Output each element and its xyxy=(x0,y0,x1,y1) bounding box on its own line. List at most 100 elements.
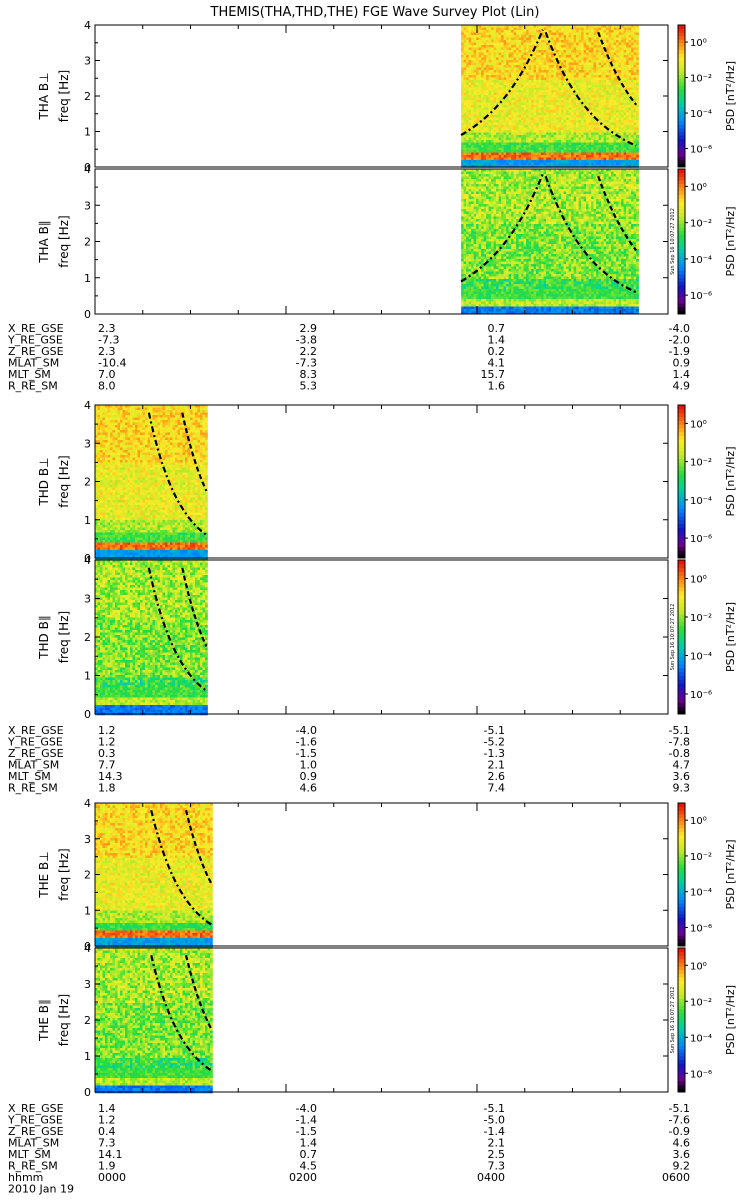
orbit-value: 7.4 xyxy=(488,782,506,795)
panel-label: THD B⊥ xyxy=(37,457,51,506)
generation-stamp: Sun Sep 16 10:07:27 2012 xyxy=(670,208,676,275)
freq-tick-label: 2 xyxy=(84,869,91,882)
orbit-value: 4.6 xyxy=(300,782,318,795)
colorbar: 10⁰ 10⁻² 10⁻⁴ 10⁻⁶ PSD [nT²/Hz] xyxy=(678,948,737,1093)
colorbar-tick-label: 10⁻⁴ xyxy=(690,109,712,120)
orbit-row-label: R_RE_SM xyxy=(8,782,58,795)
freq-axis-label: freq [Hz] xyxy=(57,70,71,122)
freq-axis-label: freq [Hz] xyxy=(57,994,71,1046)
colorbar-tick-label: 10⁻⁶ xyxy=(690,534,712,545)
colorbar-label: PSD [nT²/Hz] xyxy=(724,61,737,131)
freq-tick-label: 4 xyxy=(84,163,91,176)
colorbar-tick-label: 10⁻² xyxy=(690,852,712,863)
date-label: 2010 Jan 19 xyxy=(8,1183,74,1196)
freq-tick-label: 3 xyxy=(84,437,91,450)
colorbar-tick-label: 10⁻⁴ xyxy=(690,651,712,662)
freq-tick-label: 0 xyxy=(84,1086,91,1099)
time-tick-label: 0600 xyxy=(662,1171,690,1184)
time-tick-label: 0400 xyxy=(477,1171,505,1184)
freq-tick-label: 2 xyxy=(84,90,91,103)
colorbar: 10⁰ 10⁻² 10⁻⁴ 10⁻⁶ PSD [nT²/Hz] xyxy=(678,169,737,315)
freq-tick-label: 4 xyxy=(84,399,91,412)
panel-label: THE B∥ xyxy=(37,999,51,1042)
freq-tick-label: 1 xyxy=(84,670,91,683)
orbit-value: 9.3 xyxy=(673,782,691,795)
colorbar-tick-label: 10⁻⁶ xyxy=(690,145,712,156)
panel-label: THE B⊥ xyxy=(37,851,51,898)
colorbar-tick-label: 10⁻² xyxy=(690,997,712,1008)
colorbar-tick-label: 10⁻⁶ xyxy=(690,690,712,701)
orbit-value: 5.3 xyxy=(300,380,318,393)
freq-tick-label: 1 xyxy=(84,272,91,285)
freq-tick-label: 2 xyxy=(84,1014,91,1027)
colorbar-tick-label: 10⁰ xyxy=(690,574,707,585)
orbit-value: 1.8 xyxy=(98,782,116,795)
probe-group-the: 0 1 2 3 4 THE B⊥ freq [Hz] 10⁰ 10⁻² 10⁻⁴ 10⁻⁶ PSD [… xyxy=(7,797,737,1173)
colorbar-tick-label: 10⁻² xyxy=(690,219,712,230)
freq-tick-label: 2 xyxy=(84,476,91,489)
freq-tick-label: 0 xyxy=(84,708,91,721)
colorbar-tick-label: 10⁰ xyxy=(690,38,707,49)
colorbar-tick-label: 10⁻² xyxy=(690,74,712,85)
freq-tick-label: 1 xyxy=(84,126,91,139)
freq-tick-label: 3 xyxy=(84,55,91,68)
colorbar-tick-label: 10⁰ xyxy=(690,961,707,972)
freq-axis-label: freq [Hz] xyxy=(57,848,71,900)
colorbar-tick-label: 10⁰ xyxy=(690,816,707,827)
colorbar: 10⁰ 10⁻² 10⁻⁴ 10⁻⁶ PSD [nT²/Hz] xyxy=(678,560,737,714)
colorbar-label: PSD [nT²/Hz] xyxy=(724,446,737,516)
colorbar-tick-label: 10⁻² xyxy=(690,613,712,624)
freq-tick-label: 2 xyxy=(84,631,91,644)
time-tick-label: 0000 xyxy=(98,1171,126,1184)
colorbar-tick-label: 10⁰ xyxy=(690,182,707,193)
colorbar-label: PSD [nT²/Hz] xyxy=(724,206,737,276)
colorbar-tick-label: 10⁻⁶ xyxy=(690,291,712,302)
panel-label: THA B⊥ xyxy=(37,72,51,120)
freq-tick-label: 3 xyxy=(84,199,91,212)
freq-tick-label: 4 xyxy=(84,797,91,810)
freq-tick-label: 0 xyxy=(84,308,91,321)
colorbar: 10⁰ 10⁻² 10⁻⁴ 10⁻⁶ PSD [nT²/Hz] xyxy=(678,803,737,947)
figure-title: THEMIS(THA,THD,THE) FGE Wave Survey Plot… xyxy=(210,5,540,20)
freq-axis-label: freq [Hz] xyxy=(57,455,71,507)
colorbar-tick-label: 10⁻⁶ xyxy=(690,1069,712,1080)
freq-tick-label: 2 xyxy=(84,236,91,249)
colorbar-label: PSD [nT²/Hz] xyxy=(724,602,737,672)
colorbar-label: PSD [nT²/Hz] xyxy=(724,839,737,909)
orbit-value: 1.6 xyxy=(488,380,506,393)
colorbar-tick-label: 10⁻⁴ xyxy=(690,1033,712,1044)
freq-tick-label: 3 xyxy=(84,978,91,991)
freq-tick-label: 1 xyxy=(84,514,91,527)
colorbar: 10⁰ 10⁻² 10⁻⁴ 10⁻⁶ PSD [nT²/Hz] xyxy=(678,25,737,167)
freq-tick-label: 1 xyxy=(84,904,91,917)
orbit-value: 8.0 xyxy=(98,380,116,393)
generation-stamp: Sun Sep 16 10:07:27 2012 xyxy=(670,987,676,1054)
orbit-value: 4.9 xyxy=(673,380,691,393)
freq-tick-label: 4 xyxy=(84,554,91,567)
freq-tick-label: 1 xyxy=(84,1050,91,1063)
colorbar-tick-label: 10⁻⁴ xyxy=(690,888,712,899)
freq-axis-label: freq [Hz] xyxy=(57,215,71,267)
orbit-row-label: R_RE_SM xyxy=(8,380,58,393)
colorbar-label: PSD [nT²/Hz] xyxy=(724,985,737,1055)
colorbar-tick-label: 10⁻⁶ xyxy=(690,923,712,934)
freq-tick-label: 4 xyxy=(84,19,91,32)
panel-label: THD B∥ xyxy=(37,615,51,660)
time-tick-label: 0200 xyxy=(289,1171,317,1184)
freq-axis-label: freq [Hz] xyxy=(57,611,71,663)
colorbar-tick-label: 10⁻⁴ xyxy=(690,255,712,266)
probe-group-thd: 0 1 2 3 4 THD B⊥ freq [Hz] 10⁰ 10⁻² 10⁻⁴ 10⁻⁶ PSD [… xyxy=(7,399,737,795)
colorbar-tick-label: 10⁰ xyxy=(690,419,707,430)
generation-stamp: Sun Sep 16 10:07:27 2012 xyxy=(670,604,676,671)
